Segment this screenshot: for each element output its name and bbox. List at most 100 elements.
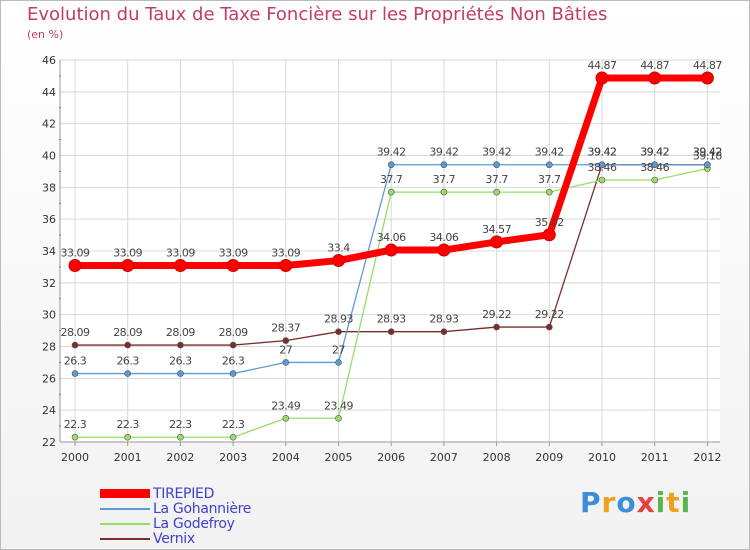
data-label: 37.7 [485, 173, 508, 186]
data-label: 33.09 [166, 246, 195, 259]
data-point [700, 71, 714, 85]
y-tick-label: 42 [42, 118, 56, 131]
data-point [71, 433, 79, 441]
x-tick-label: 2000 [61, 451, 89, 464]
data-point [648, 71, 662, 85]
data-label: 26.3 [169, 355, 192, 368]
data-point [177, 370, 184, 377]
legend-item: La Godefroy [100, 516, 251, 532]
data-point [124, 341, 131, 349]
data-label: 44.87 [588, 59, 617, 72]
legend-swatch-tirepied [100, 489, 150, 498]
data-point [335, 414, 342, 422]
data-label: 44.87 [640, 59, 669, 72]
data-point [493, 161, 500, 169]
y-tick-label: 26 [42, 372, 56, 385]
data-point [335, 359, 342, 366]
data-point [598, 161, 606, 169]
data-label: 28.93 [377, 313, 406, 326]
data-point [651, 176, 659, 184]
data-point [440, 188, 448, 196]
data-label: 34.57 [482, 223, 511, 236]
x-tick-label: 2001 [114, 451, 142, 464]
data-point [440, 161, 448, 169]
y-tick-label: 40 [42, 150, 56, 163]
data-point [437, 243, 451, 257]
chart-title: Evolution du Taux de Taxe Foncière sur l… [27, 4, 608, 25]
y-tick-label: 28 [42, 341, 56, 354]
legend-item: La Gohannière [100, 500, 252, 517]
data-point [282, 359, 290, 366]
data-point [282, 414, 290, 422]
data-point [229, 341, 237, 349]
data-label: 39.42 [429, 146, 458, 159]
data-label: 39.42 [693, 146, 722, 159]
x-tick-label: 2011 [641, 451, 669, 464]
data-label: 28.09 [219, 326, 248, 339]
x-tick-label: 2010 [588, 451, 616, 464]
y-tick-label: 44 [42, 86, 56, 99]
data-point [68, 258, 82, 272]
data-label: 39.42 [693, 146, 722, 159]
data-point [387, 328, 395, 335]
data-label: 34.06 [429, 231, 458, 244]
data-label: 29.22 [482, 308, 511, 321]
data-label: 23.49 [324, 399, 353, 412]
data-label: 23.49 [271, 399, 300, 412]
logo-letter: x [636, 486, 656, 519]
data-point [598, 176, 606, 184]
logo-letter: o [616, 486, 637, 519]
data-label: 28.93 [324, 313, 353, 326]
legend-swatch-la-gohanniere [100, 507, 150, 510]
data-label: 22.3 [64, 418, 87, 431]
x-tick-label: 2007 [430, 451, 458, 464]
data-label: 33.09 [61, 246, 90, 259]
data-label: 39.42 [535, 146, 564, 159]
data-label: 33.09 [219, 246, 248, 259]
chart-unit-label: (en %) [27, 28, 64, 41]
data-point [335, 328, 342, 335]
legend-swatch-la-godefroy [100, 522, 150, 525]
x-tick-label: 2002 [166, 451, 194, 464]
data-point [704, 161, 711, 169]
data-point [173, 258, 187, 272]
data-label: 33.09 [113, 246, 142, 259]
data-point [440, 328, 448, 335]
legend-item: Vernix [100, 531, 251, 547]
data-label: 38.46 [588, 161, 617, 174]
data-point [651, 161, 659, 169]
data-point [71, 370, 79, 377]
data-label: 28.93 [429, 313, 458, 326]
data-label: 27 [332, 343, 345, 356]
y-tick-label: 32 [42, 277, 56, 290]
data-point [279, 258, 293, 272]
data-point [384, 243, 398, 257]
data-point [71, 341, 79, 349]
y-tick-label: 38 [42, 181, 56, 194]
x-tick-label: 2006 [377, 451, 405, 464]
logo-letter: r [601, 486, 617, 519]
legend-label: La Gohannière [153, 500, 252, 517]
x-tick-label: 2012 [693, 451, 721, 464]
x-tick-label: 2003 [219, 451, 247, 464]
data-point [177, 341, 184, 349]
data-label: 33.09 [271, 246, 300, 259]
y-tick-label: 22 [42, 436, 56, 449]
data-label: 39.42 [588, 146, 617, 159]
data-label: 29.22 [535, 308, 564, 321]
proxiti-logo: Proxiti [580, 486, 691, 519]
data-label: 27 [279, 343, 292, 356]
data-label: 34.06 [377, 231, 406, 244]
data-point [177, 433, 184, 441]
logo-letter: i [680, 486, 692, 519]
data-point [124, 370, 131, 377]
data-label: 28.09 [61, 326, 90, 339]
data-label: 38.46 [640, 161, 669, 174]
legend-swatch-vernix [100, 537, 150, 540]
data-point [595, 71, 609, 85]
data-label: 26.3 [116, 355, 139, 368]
y-tick-label: 36 [42, 213, 56, 226]
logo-letter: t [666, 486, 681, 519]
data-label: 37.7 [380, 173, 403, 186]
data-label: 39.18 [693, 150, 722, 163]
